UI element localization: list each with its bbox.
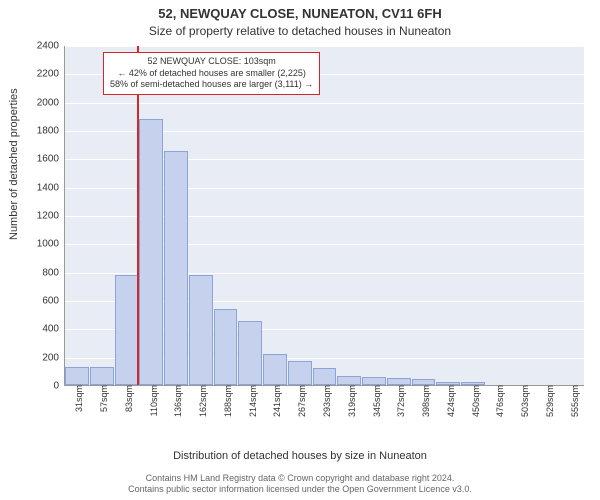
x-tick-label: 31sqm [70, 385, 84, 412]
x-tick-label: 188sqm [219, 385, 233, 417]
histogram-bar [164, 151, 188, 385]
y-tick-label: 2400 [37, 41, 65, 52]
annotation-box: 52 NEWQUAY CLOSE: 103sqm ← 42% of detach… [103, 52, 320, 95]
x-tick-label: 267sqm [293, 385, 307, 417]
y-tick-label: 1200 [37, 211, 65, 222]
chart-container: 52, NEWQUAY CLOSE, NUNEATON, CV11 6FH Si… [0, 0, 600, 500]
title-subtitle: Size of property relative to detached ho… [0, 24, 600, 38]
x-tick-label: 241sqm [268, 385, 282, 417]
y-tick-label: 1400 [37, 182, 65, 193]
x-tick-label: 136sqm [169, 385, 183, 417]
y-tick-label: 2200 [37, 69, 65, 80]
x-tick-label: 476sqm [491, 385, 505, 417]
histogram-bar [65, 367, 89, 385]
x-tick-label: 555sqm [566, 385, 580, 417]
y-tick-label: 400 [42, 324, 65, 335]
annotation-line1: 52 NEWQUAY CLOSE: 103sqm [110, 56, 313, 68]
histogram-bar [238, 321, 262, 385]
footer-line2: Contains public sector information licen… [0, 484, 600, 496]
x-tick-label: 450sqm [467, 385, 481, 417]
histogram-bar [90, 367, 114, 385]
histogram-bar [263, 354, 287, 385]
x-tick-label: 372sqm [392, 385, 406, 417]
y-tick-label: 800 [42, 267, 65, 278]
annotation-line2: ← 42% of detached houses are smaller (2,… [110, 68, 313, 80]
x-axis-label: Distribution of detached houses by size … [0, 450, 600, 462]
y-tick-label: 0 [53, 381, 65, 392]
histogram-bar [313, 368, 337, 385]
x-tick-label: 345sqm [368, 385, 382, 417]
x-tick-label: 398sqm [417, 385, 431, 417]
y-tick-label: 2000 [37, 97, 65, 108]
histogram-bar [337, 376, 361, 385]
histogram-bar [189, 275, 213, 386]
y-tick-label: 1000 [37, 239, 65, 250]
x-tick-label: 214sqm [244, 385, 258, 417]
footer-line1: Contains HM Land Registry data © Crown c… [0, 473, 600, 485]
y-tick-label: 1600 [37, 154, 65, 165]
y-tick-label: 600 [42, 296, 65, 307]
x-tick-label: 529sqm [541, 385, 555, 417]
histogram-bar [362, 377, 386, 385]
x-tick-label: 293sqm [318, 385, 332, 417]
x-tick-label: 503sqm [516, 385, 530, 417]
histogram-bar [139, 119, 163, 385]
y-axis-label: Number of detached properties [8, 88, 20, 240]
plot-area: 0200400600800100012001400160018002000220… [64, 46, 584, 386]
histogram-bar [115, 275, 139, 386]
gridline [65, 46, 584, 47]
y-tick-label: 1800 [37, 126, 65, 137]
x-tick-label: 110sqm [145, 385, 159, 416]
annotation-line3: 58% of semi-detached houses are larger (… [110, 79, 313, 91]
x-tick-label: 57sqm [95, 385, 109, 412]
x-tick-label: 83sqm [120, 385, 134, 412]
gridline [65, 103, 584, 104]
y-tick-label: 200 [42, 352, 65, 363]
histogram-bar [387, 378, 411, 385]
marker-line [137, 46, 139, 385]
x-tick-label: 162sqm [194, 385, 208, 417]
title-address: 52, NEWQUAY CLOSE, NUNEATON, CV11 6FH [0, 6, 600, 21]
x-tick-label: 424sqm [442, 385, 456, 417]
footer-credits: Contains HM Land Registry data © Crown c… [0, 473, 600, 496]
histogram-bar [214, 309, 238, 386]
histogram-bar [288, 361, 312, 385]
x-tick-label: 319sqm [343, 385, 357, 417]
